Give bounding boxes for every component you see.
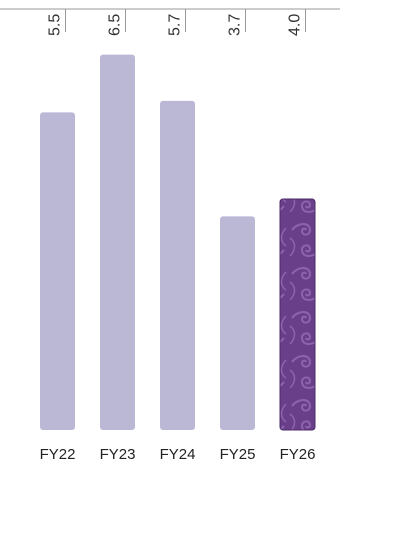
category-label-fy26: FY26 (280, 446, 316, 463)
value-label-fy25: 3.7 (227, 14, 244, 36)
value-label-fy23: 6.5 (107, 14, 124, 36)
bar-fy24 (160, 100, 195, 431)
category-label-fy24: FY24 (160, 446, 196, 463)
bar-fy26 (279, 198, 316, 431)
value-label-fy22: 5.5 (47, 14, 64, 36)
value-label-fy26: 4.0 (287, 14, 304, 36)
bar-fy23 (100, 54, 135, 430)
category-label-fy22: FY22 (40, 446, 76, 463)
bar-fy25 (220, 216, 255, 430)
category-label-fy25: FY25 (220, 446, 256, 463)
bar-fy22 (40, 112, 75, 431)
category-label-fy23: FY23 (100, 446, 136, 463)
value-label-fy24: 5.7 (167, 14, 184, 36)
